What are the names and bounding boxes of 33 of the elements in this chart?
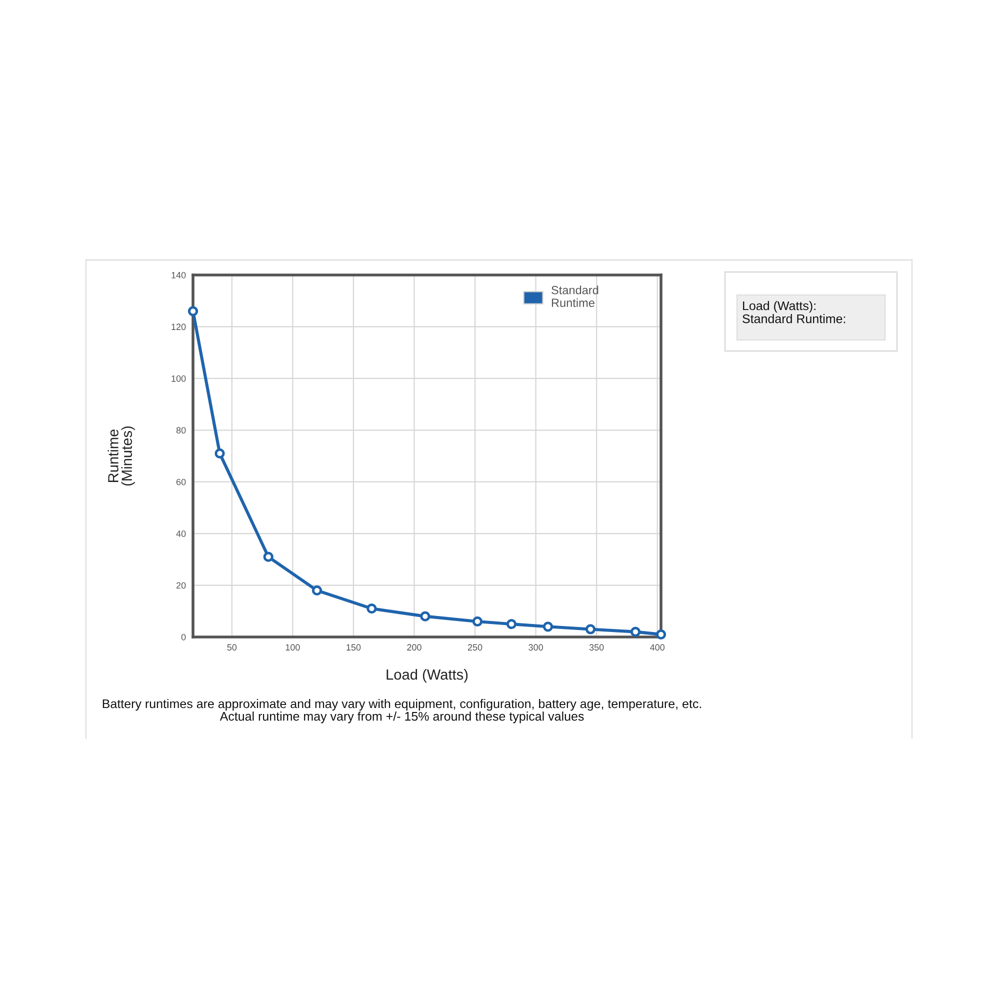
- y-tick-label: 100: [172, 375, 186, 382]
- text: Load (Watts): Standard Runtime:: [742, 301, 846, 324]
- point: [188, 306, 198, 316]
- legend-label: Standard Runtime: [552, 286, 598, 308]
- y-tick-label: 140: [172, 272, 186, 278]
- y-tick-label: 20: [176, 582, 186, 589]
- y-tick-label: 80: [176, 427, 186, 434]
- point: [366, 603, 377, 614]
- point: [542, 622, 554, 632]
- text: Battery runtimes are approximate and may vary with equipment, configuration, battery age, temperature, etc. Actual runtime may vary from +/- 15% around these typical values: [102, 699, 702, 724]
- point: [263, 552, 274, 562]
- y-tick-label: 0: [181, 634, 186, 640]
- point: [585, 624, 596, 634]
- point: [472, 616, 483, 627]
- x-tick-label: 100: [286, 644, 300, 651]
- y-tick-label: 60: [176, 478, 186, 486]
- point: [506, 619, 517, 630]
- point: [420, 611, 430, 622]
- point: [214, 448, 225, 458]
- x-tick-label: 300: [528, 644, 543, 651]
- x-tick-label: 350: [589, 644, 604, 651]
- y-axis-title: Runtime (Minutes): [108, 426, 135, 486]
- point: [656, 629, 666, 640]
- x-axis-title: Load (Watts): [386, 669, 468, 683]
- x-tick-label: 150: [346, 644, 361, 651]
- y-tick-label: 120: [172, 324, 186, 330]
- x-tick-label: 200: [407, 644, 422, 651]
- x-tick-label: 50: [227, 644, 237, 651]
- y-tick-label: 40: [176, 530, 186, 537]
- point: [312, 585, 322, 596]
- point: [630, 626, 641, 637]
- x-tick-label: 250: [468, 644, 482, 651]
- x-tick-label: 400: [650, 644, 665, 651]
